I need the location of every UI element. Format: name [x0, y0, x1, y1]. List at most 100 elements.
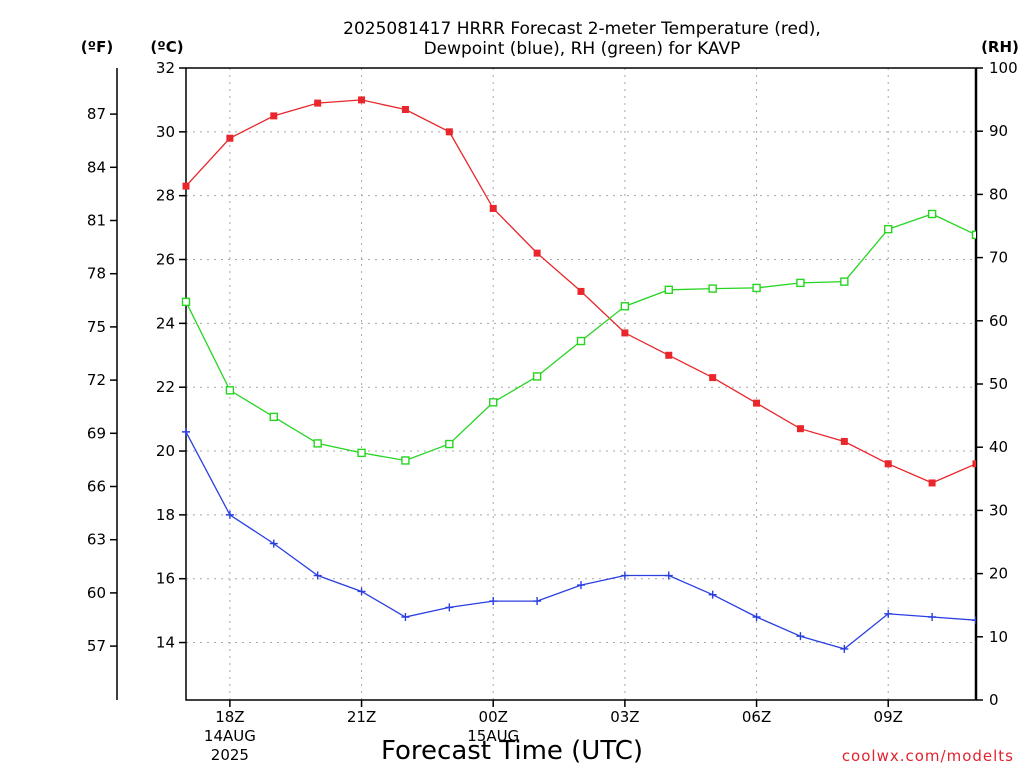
fahrenheit-tick-label: 72	[87, 371, 106, 389]
temperature-marker	[665, 351, 673, 359]
dewpoint-marker	[752, 613, 761, 622]
dewpoint-marker	[884, 609, 893, 618]
dewpoint-line	[185, 431, 976, 650]
series-layer	[181, 96, 976, 653]
temperature-marker	[314, 99, 322, 107]
plot-frame	[185, 67, 978, 701]
rh-marker	[576, 336, 586, 346]
fahrenheit-tick-label: 60	[87, 584, 106, 602]
temperature-marker	[796, 425, 804, 433]
rh-tick-label: 90	[989, 122, 1008, 140]
temperature-marker	[621, 329, 629, 337]
dewpoint-series	[182, 427, 976, 653]
fahrenheit-tick-label: 75	[87, 318, 106, 336]
fahrenheit-tick-label: 69	[87, 424, 106, 442]
temperature-marker	[972, 460, 976, 468]
temperature-marker	[270, 112, 278, 120]
rh-tick-label: 40	[989, 438, 1008, 456]
rh-marker	[357, 448, 366, 458]
rh-marker	[181, 297, 191, 307]
rh-marker	[927, 209, 937, 219]
rh-marker	[884, 224, 893, 234]
x-axis-title: Forecast Time (UTC)	[381, 736, 643, 766]
temperature-marker	[182, 182, 190, 190]
rh-marker	[796, 278, 805, 288]
dewpoint-marker	[489, 597, 498, 606]
rh-marker	[971, 230, 976, 240]
temperature-marker	[577, 287, 585, 295]
rh-tick-label: 70	[989, 249, 1008, 267]
rh-marker	[664, 285, 673, 295]
dewpoint-marker	[269, 539, 278, 548]
rh-tick-label: 60	[989, 312, 1008, 330]
dewpoint-marker	[182, 427, 190, 436]
rh-marker	[840, 277, 849, 286]
temperature-marker	[445, 128, 453, 136]
rh-marker	[445, 439, 454, 449]
rh-unit-label: (RH)	[981, 38, 1019, 56]
celsius-tick-label: 26	[156, 251, 175, 269]
rh-marker	[401, 456, 410, 465]
rh-tick-label: 80	[989, 185, 1008, 203]
dewpoint-marker	[401, 613, 410, 622]
rh-tick-label: 10	[989, 628, 1008, 646]
celsius-tick-label: 20	[156, 442, 175, 460]
dewpoint-marker	[533, 597, 542, 606]
dewpoint-marker	[840, 644, 849, 653]
x-tick-date-label: 15AUG	[467, 727, 519, 745]
plot-border	[185, 67, 977, 701]
dewpoint-marker	[577, 581, 585, 590]
fahrenheit-tick-label: 63	[87, 531, 106, 549]
grid	[186, 68, 976, 700]
temperature-marker	[884, 460, 892, 468]
rh-marker	[269, 412, 278, 422]
x-tick-year-label: 2025	[211, 746, 249, 764]
dewpoint-marker	[664, 571, 673, 580]
temperature-marker	[401, 105, 409, 113]
rh-tick-label: 0	[989, 691, 999, 709]
x-tick-label: 09Z	[874, 708, 903, 726]
temperature-marker	[840, 437, 848, 445]
rh-tick-label: 50	[989, 375, 1008, 393]
chart-title-line-1: 2025081417 HRRR Forecast 2-meter Tempera…	[343, 19, 821, 39]
temperature-series	[182, 96, 976, 487]
rh-marker	[489, 398, 498, 407]
fahrenheit-tick-label: 57	[87, 637, 106, 655]
dewpoint-marker	[445, 603, 454, 612]
fahrenheit-tick-label: 78	[87, 265, 106, 283]
rh-marker	[532, 372, 542, 381]
dewpoint-marker	[928, 613, 937, 622]
temperature-marker	[358, 96, 366, 104]
dewpoint-marker	[357, 587, 366, 596]
x-tick-label: 18Z	[215, 708, 244, 726]
fahrenheit-tick-label: 84	[87, 158, 106, 176]
temperature-marker	[753, 399, 761, 407]
dewpoint-marker	[972, 616, 976, 625]
chart-title-line-2: Dewpoint (blue), RH (green) for KAVP	[424, 39, 741, 59]
celsius-tick-label: 24	[156, 314, 175, 332]
celsius-tick-label: 18	[156, 506, 175, 524]
axes: 57 60 63 66 69 72 75 78 81 84 87 14 16 18 20 22 24 26 28 30…	[87, 59, 1018, 764]
dewpoint-marker	[313, 571, 322, 580]
rh-series	[181, 209, 976, 465]
rh-tick-label: 20	[989, 565, 1008, 583]
credit-text: coolwx.com/modelts	[842, 747, 1014, 765]
rh-marker	[225, 386, 235, 395]
dewpoint-marker	[225, 510, 234, 519]
celsius-tick-label: 16	[156, 570, 175, 588]
dewpoint-marker	[620, 571, 629, 580]
celsius-unit-label: (ºC)	[150, 38, 183, 56]
rh-marker	[313, 439, 322, 448]
celsius-tick-label: 14	[156, 634, 175, 652]
dewpoint-marker	[708, 590, 717, 599]
x-tick-label: 03Z	[610, 708, 639, 726]
x-tick-label: 21Z	[347, 708, 376, 726]
temperature-marker	[226, 134, 234, 142]
celsius-tick-label: 32	[156, 59, 175, 77]
celsius-tick-label: 30	[156, 123, 175, 141]
dewpoint-marker	[796, 632, 805, 641]
x-tick-date-label: 14AUG	[204, 727, 256, 745]
fahrenheit-tick-label: 66	[87, 477, 106, 495]
rh-marker	[708, 284, 717, 293]
